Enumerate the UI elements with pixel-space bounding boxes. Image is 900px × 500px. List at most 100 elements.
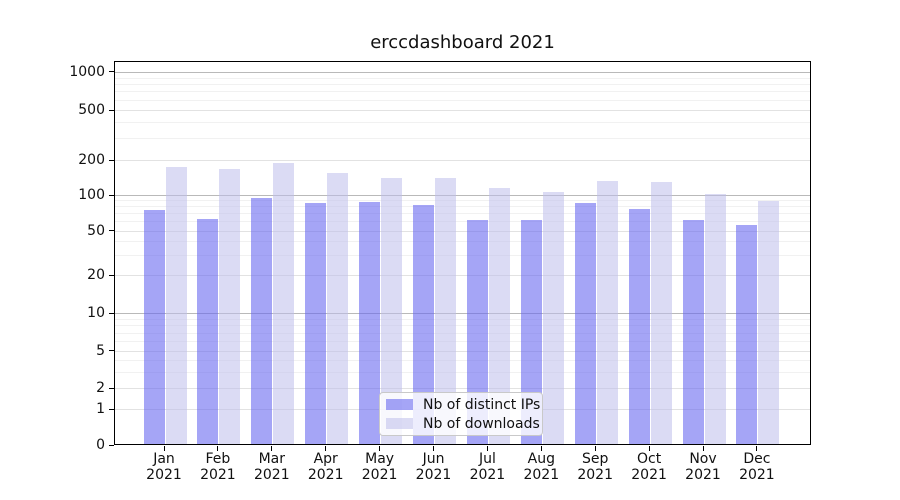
y-tick-label: 1000 — [69, 63, 105, 80]
x-tick-month: Apr — [313, 451, 338, 467]
x-tick-year: 2021 — [631, 467, 667, 483]
bar-distinct-ips — [466, 220, 488, 444]
y-tick-label: 2 — [96, 380, 105, 397]
x-tick-month: Jun — [422, 451, 445, 467]
bar-distinct-ips — [359, 201, 381, 444]
minor-gridline — [115, 359, 810, 361]
x-tick-month: Dec — [743, 451, 771, 467]
x-tick-mark — [594, 446, 596, 451]
major-gridline — [115, 388, 810, 390]
legend-label-distinct-ips: Nb of distinct IPs — [423, 396, 541, 413]
minor-gridline — [115, 221, 810, 223]
bar-distinct-ips — [736, 224, 758, 444]
bar-downloads — [596, 180, 618, 444]
bar-downloads — [758, 201, 780, 444]
x-tick-month: May — [365, 451, 395, 467]
x-tick-label: Apr 2021 — [298, 451, 354, 483]
minor-gridline — [115, 200, 810, 202]
x-tick-mark — [163, 446, 165, 451]
x-tick-label: Mar 2021 — [244, 451, 300, 483]
legend: Nb of distinct IPs Nb of downloads — [379, 392, 543, 436]
x-tick-year: 2021 — [361, 467, 398, 483]
bar-distinct-ips — [682, 220, 704, 444]
x-tick-mark — [379, 446, 381, 451]
x-tick-year: 2021 — [200, 467, 236, 483]
y-tick-mark — [109, 444, 114, 446]
minor-gridline — [115, 325, 810, 327]
bar-downloads — [435, 178, 456, 444]
bar-downloads — [381, 178, 403, 444]
x-tick-label: Sep 2021 — [567, 451, 623, 483]
x-tick-month: Feb — [205, 451, 231, 467]
y-tick-label: 10 — [87, 305, 105, 322]
bar-downloads — [165, 167, 187, 444]
x-tick-year: 2021 — [146, 467, 182, 483]
y-tick-mark — [109, 387, 114, 389]
y-tick-mark — [109, 194, 114, 196]
legend-item-distinct-ips: Nb of distinct IPs — [386, 397, 540, 413]
minor-gridline — [115, 213, 810, 215]
y-tick-mark — [109, 109, 114, 111]
legend-item-downloads: Nb of downloads — [386, 416, 540, 432]
minor-gridline — [115, 77, 810, 79]
x-tick-year: 2021 — [307, 467, 344, 483]
x-tick-month: Aug — [527, 451, 555, 467]
minor-gridline — [115, 318, 810, 320]
x-tick-label: Jan 2021 — [136, 451, 192, 483]
minor-gridline — [115, 340, 810, 342]
x-tick-mark — [433, 446, 434, 451]
y-tick-label: 0 — [96, 437, 105, 453]
minor-gridline — [115, 84, 810, 86]
x-tick-year: 2021 — [577, 467, 613, 483]
minor-gridline — [115, 255, 810, 257]
x-tick-label: Jun 2021 — [406, 451, 462, 483]
bar-distinct-ips — [628, 208, 650, 444]
x-tick-year: 2021 — [739, 467, 775, 483]
bar-distinct-ips — [143, 209, 165, 444]
legend-swatch-distinct-ips — [386, 399, 413, 410]
y-tick-mark — [109, 312, 114, 314]
bar-downloads — [704, 193, 726, 444]
x-tick-month: Jul — [478, 451, 496, 467]
x-tick-month: Mar — [258, 451, 285, 467]
x-tick-mark — [271, 446, 273, 451]
x-tick-month: Sep — [581, 451, 609, 467]
bar-downloads — [650, 182, 672, 444]
x-tick-mark — [217, 446, 219, 451]
y-tick-label: 1 — [96, 401, 105, 418]
x-tick-year: 2021 — [469, 467, 506, 483]
bar-downloads — [488, 188, 510, 444]
x-tick-month: Nov — [689, 451, 717, 467]
major-gridline — [115, 313, 810, 315]
x-tick-label: Aug 2021 — [513, 451, 569, 483]
x-tick-label: Dec 2021 — [729, 451, 785, 483]
x-tick-month: Jan — [153, 451, 175, 467]
x-tick-year: 2021 — [415, 467, 452, 483]
x-tick-year: 2021 — [523, 467, 560, 483]
minor-gridline — [115, 371, 810, 373]
y-tick-label: 100 — [78, 187, 105, 203]
y-tick-label: 50 — [87, 222, 105, 239]
minor-gridline — [115, 122, 810, 124]
bar-downloads — [542, 191, 564, 444]
major-gridline — [115, 110, 810, 111]
x-tick-label: Oct 2021 — [621, 451, 677, 483]
y-tick-mark — [109, 230, 114, 232]
x-tick-mark — [702, 446, 704, 451]
plot-area — [114, 61, 811, 445]
y-tick-label: 5 — [96, 342, 105, 359]
x-tick-label: Feb 2021 — [190, 451, 246, 483]
major-gridline — [115, 195, 810, 196]
major-gridline — [115, 71, 810, 73]
legend-swatch-downloads — [386, 418, 413, 429]
y-tick-mark — [109, 350, 114, 352]
bar-downloads — [273, 162, 295, 444]
bar-distinct-ips — [197, 218, 219, 444]
major-gridline — [115, 275, 810, 276]
x-tick-mark — [486, 446, 488, 451]
x-tick-label: Jul 2021 — [459, 451, 515, 483]
y-tick-label: 200 — [78, 152, 105, 168]
minor-gridline — [115, 137, 810, 139]
y-tick-mark — [109, 159, 114, 161]
